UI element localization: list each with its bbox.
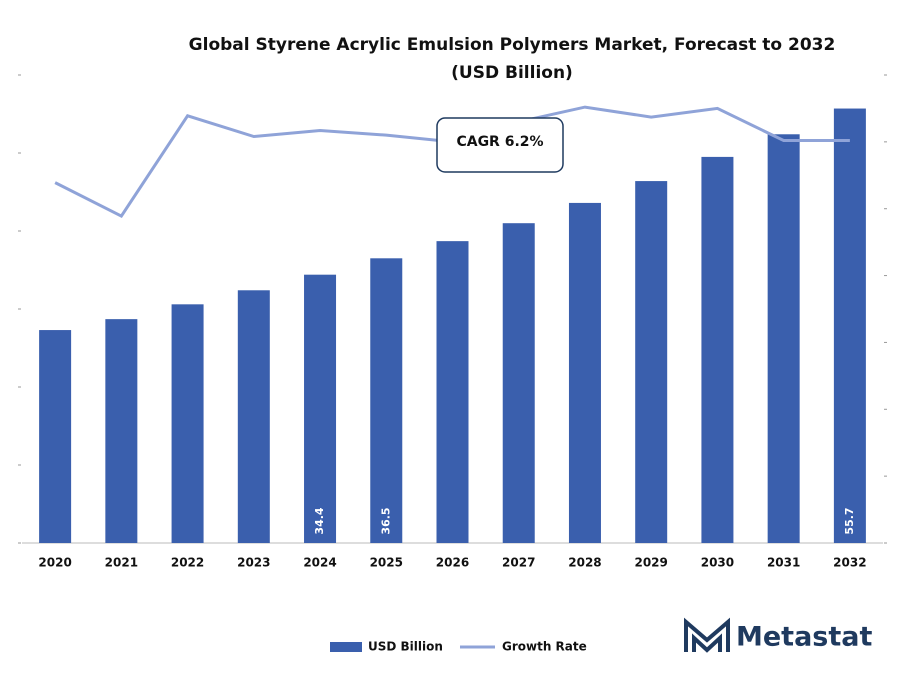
value-label: 36.5 [379,507,392,534]
bar [436,241,469,543]
x-tick-label: 2020 [38,556,71,570]
legend-label: Growth Rate [502,640,587,654]
x-tick-label: 2022 [171,556,204,570]
legend-swatch [330,642,362,652]
x-tick-label: 2032 [833,556,866,570]
bar [701,156,734,543]
x-tick-label: 2031 [767,556,800,570]
bar [171,304,204,543]
value-label: 55.7 [843,507,856,534]
x-tick-label: 2021 [105,556,138,570]
bar [767,134,800,543]
bar [39,330,72,543]
logo-mark [684,617,730,653]
bar [833,108,866,543]
bar [635,181,668,543]
x-tick-label: 2029 [634,556,667,570]
annotation: CAGR 6.2% [456,134,543,150]
bar [105,319,138,543]
x-tick-label: 2025 [370,556,403,570]
x-tick-label: 2026 [436,556,469,570]
bar [304,274,337,543]
bar [568,202,601,544]
chart-subtitle: (USD Billion) [451,63,573,83]
legend-label: USD Billion [368,640,443,654]
x-tick-label: 2028 [568,556,601,570]
bar [502,223,535,543]
logo: Metastat [736,622,873,653]
annotation-box [436,117,564,173]
chart-title: Global Styrene Acrylic Emulsion Polymers… [189,35,836,55]
bar [370,258,403,543]
x-tick-label: 2027 [502,556,535,570]
x-tick-label: 2023 [237,556,270,570]
x-tick-label: 2024 [303,556,336,570]
x-tick-label: 2030 [701,556,734,570]
value-label: 34.4 [313,507,326,534]
bar [237,290,270,543]
